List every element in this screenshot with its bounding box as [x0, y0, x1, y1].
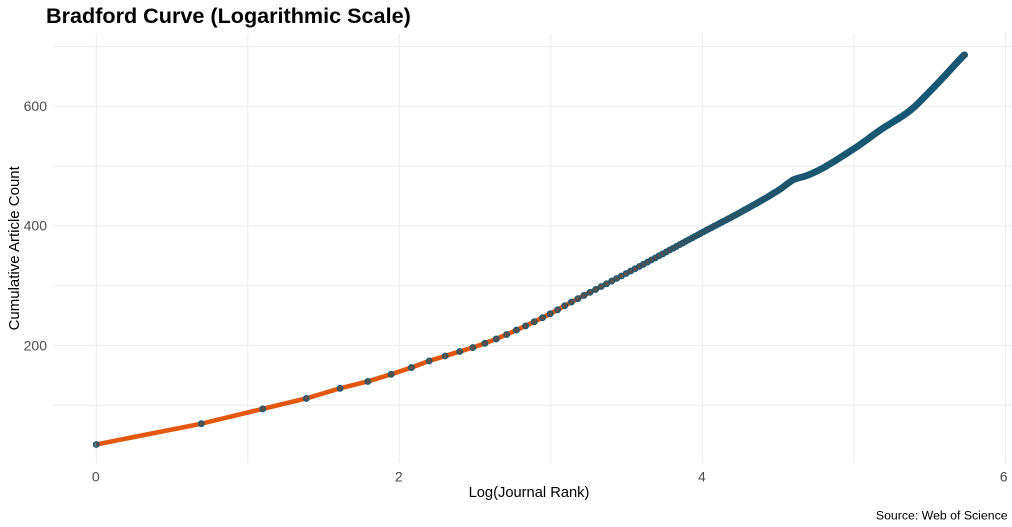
svg-text:6: 6: [1000, 468, 1008, 484]
svg-text:600: 600: [24, 98, 48, 114]
svg-text:2: 2: [395, 468, 403, 484]
svg-text:200: 200: [24, 337, 48, 353]
svg-text:400: 400: [24, 218, 48, 234]
svg-text:0: 0: [92, 468, 100, 484]
svg-text:Cumulative Article Count: Cumulative Article Count: [6, 165, 23, 330]
svg-text:Bradford Curve (Logarithmic Sc: Bradford Curve (Logarithmic Scale): [46, 3, 411, 28]
svg-text:Log(Journal Rank): Log(Journal Rank): [469, 485, 590, 501]
svg-text:4: 4: [698, 468, 706, 484]
svg-text:Source: Web of Science: Source: Web of Science: [876, 509, 1008, 523]
